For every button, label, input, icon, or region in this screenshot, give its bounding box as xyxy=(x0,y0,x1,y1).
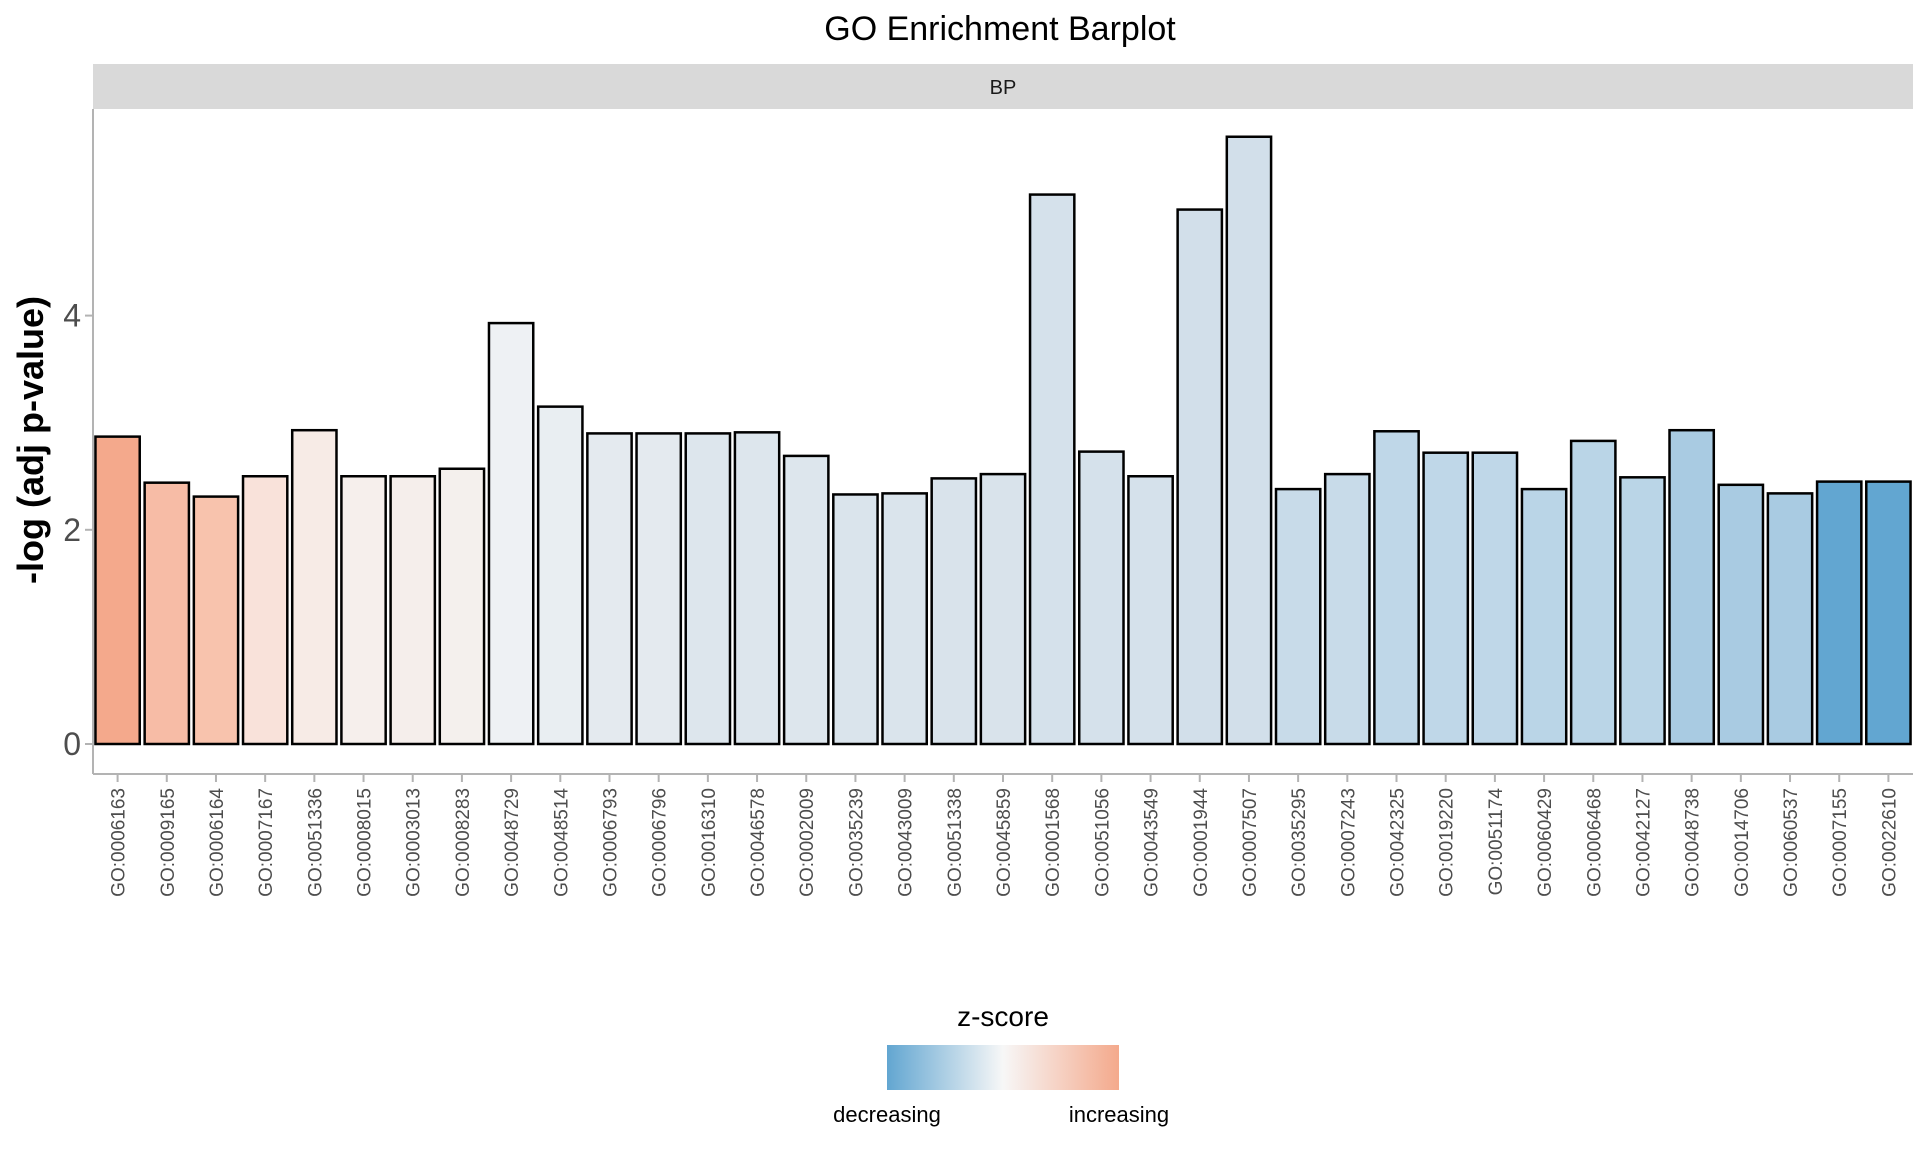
bar xyxy=(438,467,486,746)
bar xyxy=(94,435,141,746)
x-tick-label: GO:0042127 xyxy=(1633,788,1654,897)
y-axis-label: -log (adj p-value) xyxy=(10,296,51,584)
x-tick-label: GO:0002009 xyxy=(797,788,818,897)
bar xyxy=(1225,135,1273,746)
x-tick-label: GO:0007167 xyxy=(256,788,277,897)
legend-title: z-score xyxy=(957,1001,1049,1032)
x-tick-label: GO:0035295 xyxy=(1289,788,1310,897)
bar xyxy=(143,481,191,746)
x-tick-label: GO:0048738 xyxy=(1683,788,1704,897)
legend-high-label: increasing xyxy=(1069,1102,1169,1127)
bar xyxy=(782,454,830,746)
bar xyxy=(881,492,929,746)
x-tick-label: GO:0007507 xyxy=(1240,788,1261,897)
bars-layer xyxy=(94,135,1912,746)
x-tick-label: GO:0060429 xyxy=(1535,788,1556,897)
x-tick-label: GO:0006468 xyxy=(1584,788,1605,897)
x-tick-label: GO:0060537 xyxy=(1781,788,1802,897)
bar xyxy=(684,432,732,746)
x-tick-label: GO:0009165 xyxy=(158,788,179,897)
x-tick-label: GO:0007155 xyxy=(1830,788,1851,897)
bar xyxy=(1865,480,1912,746)
bar xyxy=(832,493,879,746)
bar xyxy=(290,428,338,746)
x-tick-label: GO:0046578 xyxy=(748,788,769,897)
bar xyxy=(1323,472,1371,746)
x-tick-label: GO:0006164 xyxy=(207,788,228,897)
bar xyxy=(241,475,289,746)
x-tick-label: GO:0043009 xyxy=(896,788,917,897)
legend-low-label: decreasing xyxy=(833,1102,941,1127)
bar xyxy=(389,475,437,746)
bar xyxy=(586,432,633,746)
y-axis: 0 2 4 xyxy=(63,298,93,762)
x-tick-label: GO:0051336 xyxy=(305,788,326,897)
bar xyxy=(1619,476,1666,746)
bar xyxy=(1373,430,1420,746)
x-tick-label: GO:0001568 xyxy=(1043,788,1064,897)
bar xyxy=(487,321,535,746)
bar xyxy=(733,431,781,746)
x-tick-label: GO:0035239 xyxy=(846,788,867,897)
x-tick-label: GO:0006793 xyxy=(600,788,621,897)
x-tick-label: GO:0042325 xyxy=(1388,788,1409,897)
x-tick-label: GO:0051174 xyxy=(1486,788,1507,896)
x-tick-label: GO:0043549 xyxy=(1142,788,1163,897)
y-tick-label: 4 xyxy=(63,298,81,334)
bar xyxy=(192,495,240,746)
x-tick-label: GO:0003013 xyxy=(404,788,425,897)
x-tick-label: GO:0016310 xyxy=(699,788,720,897)
bar xyxy=(1274,487,1322,746)
x-tick-label: GO:0019220 xyxy=(1437,788,1458,897)
bar xyxy=(1569,439,1617,746)
bar xyxy=(1717,483,1765,746)
facet-label: BP xyxy=(990,77,1017,99)
legend: z-score decreasing increasing xyxy=(833,1001,1169,1127)
facet-strip xyxy=(93,64,1913,109)
x-tick-label: GO:0051338 xyxy=(945,788,966,897)
y-tick-label: 0 xyxy=(63,726,81,762)
chart-title: GO Enrichment Barplot xyxy=(824,10,1176,48)
bar xyxy=(340,475,387,746)
bar xyxy=(1668,428,1716,746)
x-tick-label: GO:0008015 xyxy=(355,788,376,897)
bar xyxy=(1815,480,1863,746)
bar xyxy=(1422,451,1470,746)
legend-colorbar xyxy=(887,1045,1119,1090)
x-tick-label: GO:0007243 xyxy=(1338,788,1359,897)
bar xyxy=(635,432,683,746)
x-tick-label: GO:0048514 xyxy=(551,788,572,897)
x-tick-label: GO:0001944 xyxy=(1191,788,1212,897)
bar xyxy=(930,477,978,746)
x-tick-label: GO:0006163 xyxy=(109,788,130,897)
bar xyxy=(1471,451,1519,746)
x-tick-label: GO:0051056 xyxy=(1092,788,1113,897)
y-tick-label: 2 xyxy=(63,512,81,548)
bar xyxy=(1176,208,1224,746)
x-axis: GO:0006163 GO:0009165 GO:0006164 GO:0007167… xyxy=(109,774,1900,897)
x-tick-label: GO:0022610 xyxy=(1879,788,1900,897)
x-tick-label: GO:0048729 xyxy=(502,788,523,897)
x-tick-label: GO:0008283 xyxy=(453,788,474,897)
x-tick-label: GO:0006796 xyxy=(650,788,671,897)
bar xyxy=(1028,193,1076,746)
bar xyxy=(1766,492,1814,746)
bar xyxy=(536,405,584,746)
bar xyxy=(1077,450,1125,746)
x-tick-label: GO:0045859 xyxy=(994,788,1015,897)
x-tick-label: GO:0014706 xyxy=(1732,788,1753,897)
bar xyxy=(1520,487,1568,746)
bar xyxy=(979,472,1027,746)
bar xyxy=(1127,475,1174,746)
